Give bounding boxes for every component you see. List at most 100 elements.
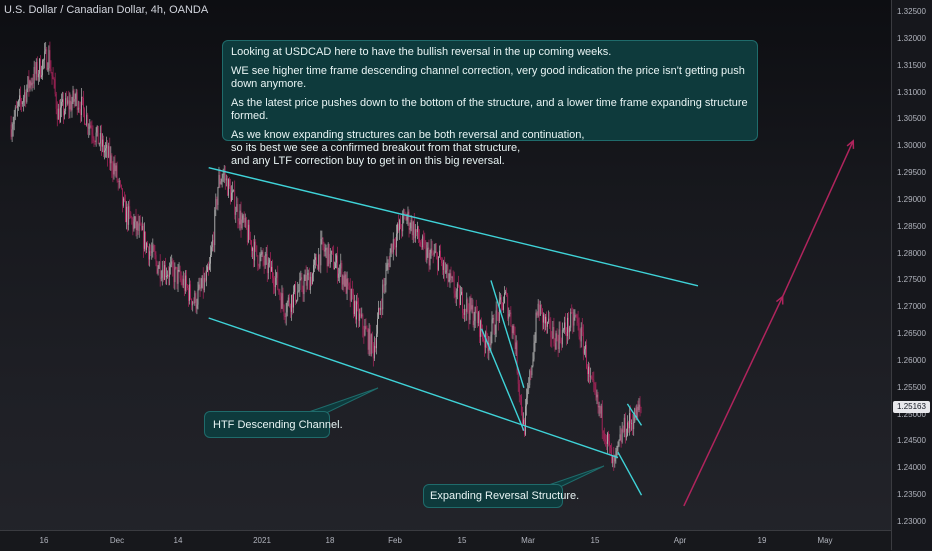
price-tick-label: 1.29500 xyxy=(897,168,926,178)
candle-body xyxy=(211,247,213,255)
candle-body xyxy=(457,284,459,286)
candle-body xyxy=(314,259,315,265)
htf-channel-label[interactable]: HTF Descending Channel. xyxy=(204,411,343,438)
candle-body xyxy=(467,299,469,311)
candle-body xyxy=(474,306,476,321)
candle-body xyxy=(578,322,580,337)
time-tick-label: Feb xyxy=(388,536,402,545)
candle-body xyxy=(622,429,624,432)
candle-body xyxy=(409,228,411,230)
candle-body xyxy=(123,198,124,206)
candle-body xyxy=(217,187,219,205)
candle-body xyxy=(405,214,407,221)
candle-body xyxy=(298,289,300,292)
candle-body xyxy=(517,372,519,384)
price-tick-label: 1.23000 xyxy=(897,517,926,526)
candle-body xyxy=(134,216,136,222)
candle-body xyxy=(33,66,35,84)
candle-body xyxy=(294,284,295,292)
price-scale[interactable] xyxy=(891,0,932,550)
candle-body xyxy=(593,379,595,384)
candle-body xyxy=(149,251,151,260)
candle-body xyxy=(334,267,335,269)
candle-body xyxy=(601,406,603,431)
candle-body xyxy=(361,314,363,317)
candle-body xyxy=(106,144,108,149)
expanding-structure-label[interactable]: Expanding Reversal Structure. xyxy=(423,484,579,508)
candle-body xyxy=(315,257,316,260)
candle-body xyxy=(562,329,564,331)
time-tick-label: 15 xyxy=(457,536,467,545)
candle-body xyxy=(443,261,445,270)
candle-body xyxy=(62,99,63,102)
candle-body xyxy=(343,275,345,286)
candle-body xyxy=(45,49,47,52)
candle-body xyxy=(205,271,207,281)
candle-body xyxy=(566,332,567,337)
candle-body xyxy=(247,224,249,243)
candle-body xyxy=(413,221,415,239)
candle-body xyxy=(547,322,549,327)
candle-body xyxy=(429,252,431,266)
candle-body xyxy=(364,326,366,336)
candle-body xyxy=(167,274,168,276)
candle-body xyxy=(147,243,148,247)
candle-body xyxy=(347,278,349,284)
candle-body xyxy=(599,406,601,414)
candle-body xyxy=(126,206,127,223)
candle-body xyxy=(540,304,542,309)
candle-body xyxy=(32,82,34,84)
candle-body xyxy=(396,233,397,248)
candle-body xyxy=(308,273,310,291)
candle-body xyxy=(480,320,481,337)
candle-body xyxy=(573,317,575,326)
candle-body xyxy=(590,376,592,378)
candle-body xyxy=(633,421,635,430)
candle-body xyxy=(346,278,348,294)
candle-body xyxy=(606,441,607,444)
candle-body xyxy=(411,220,413,236)
candle-body xyxy=(257,255,259,266)
candle-body xyxy=(25,92,27,102)
candle-body xyxy=(246,228,248,243)
price-chart[interactable] xyxy=(0,0,891,530)
candle-body xyxy=(295,284,297,303)
candle-body xyxy=(571,312,573,313)
candle-body xyxy=(226,178,228,196)
candle-body xyxy=(406,217,408,221)
candle-body xyxy=(203,278,205,291)
candle-body xyxy=(389,252,391,267)
candle-body xyxy=(362,314,364,330)
candle-body xyxy=(386,264,388,270)
candle-body xyxy=(31,82,33,86)
candle-body xyxy=(354,301,355,314)
candle-body xyxy=(233,190,235,191)
candle-body xyxy=(616,445,618,451)
candle-body xyxy=(190,284,192,299)
time-scale[interactable] xyxy=(0,530,891,551)
candle-body xyxy=(434,251,436,253)
candle-body xyxy=(577,318,579,323)
candle-body xyxy=(282,293,284,306)
candle-body xyxy=(117,180,119,182)
candle-body xyxy=(15,107,17,109)
analysis-note[interactable]: Looking at USDCAD here to have the bulli… xyxy=(222,40,758,167)
candle-body xyxy=(188,288,189,301)
candle-body xyxy=(359,313,361,321)
note-line: As the latest price pushes down to the b… xyxy=(231,97,748,122)
candle-body xyxy=(268,259,270,263)
candle-body xyxy=(602,430,604,433)
current-price-tag: 1.25163 xyxy=(893,401,930,413)
candle-body xyxy=(535,312,537,342)
candle-body xyxy=(586,344,587,369)
candle-body xyxy=(84,108,85,125)
candle-body xyxy=(228,179,229,196)
candle-body xyxy=(230,186,231,202)
candle-body xyxy=(202,275,204,291)
candle-body xyxy=(74,98,76,102)
candle-body xyxy=(162,269,164,280)
candle-body xyxy=(541,308,543,323)
candle-body xyxy=(313,264,314,274)
price-tick-label: 1.27000 xyxy=(897,302,926,312)
candle-body xyxy=(489,343,491,346)
